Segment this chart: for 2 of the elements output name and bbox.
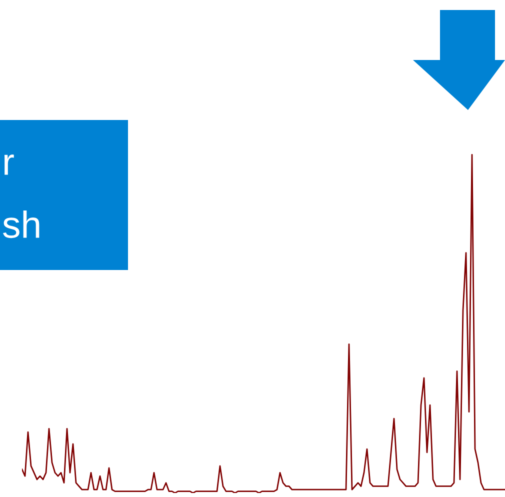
annotation: sh	[3, 210, 40, 238]
text: r	[4, 154, 14, 175]
